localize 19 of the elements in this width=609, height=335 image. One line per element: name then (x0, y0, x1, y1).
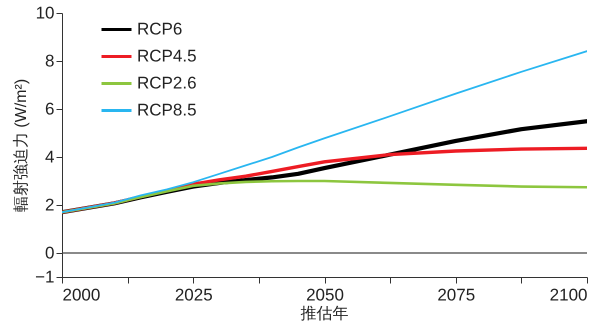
line-series (62, 50, 587, 214)
x-tick-label: 2100 (550, 286, 588, 304)
y-tick-label: 10 (36, 4, 54, 22)
y-tick-label: −1 (35, 268, 54, 286)
x-tick-label: 2050 (306, 286, 344, 304)
legend-label: RCP6 (137, 20, 182, 38)
legend-label: RCP2.6 (137, 74, 197, 92)
legend-label: RCP4.5 (137, 46, 197, 66)
y-tick-label: 6 (45, 100, 54, 118)
y-axis-title: 輻射強迫力 (W/m²) (12, 78, 30, 212)
y-tick-label: 2 (45, 196, 54, 214)
x-tick-label: 2075 (437, 286, 476, 304)
legend-label: RCP8.5 (137, 100, 197, 120)
y-tick-label: 0 (45, 244, 54, 262)
x-axis-title: 推估年 (300, 306, 348, 322)
x-tick-label: 2025 (174, 286, 213, 304)
y-tick-label: 8 (45, 52, 54, 70)
y-tick-label: 4 (45, 148, 54, 166)
x-tick-label: 2000 (62, 286, 100, 304)
